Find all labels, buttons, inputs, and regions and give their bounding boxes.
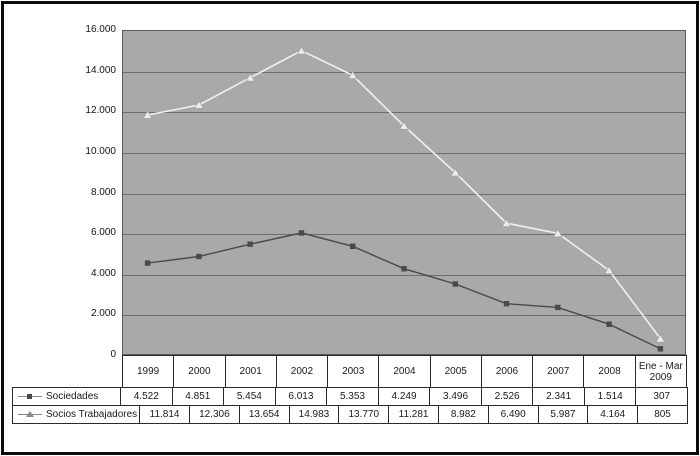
y-axis-tick-label: 12.000	[85, 105, 116, 117]
year-cell: 2008	[584, 356, 636, 387]
square-marker-icon	[144, 260, 151, 266]
triangle-marker-icon	[26, 411, 34, 417]
table-row: Sociedades 4.522 4.851 5.454 6.013 5.353 4.249…	[12, 387, 688, 406]
y-axis-tick-label: 2.000	[90, 308, 116, 320]
y-axis-tick-label: 10.000	[85, 145, 116, 157]
value-cell: 13.770	[339, 406, 390, 423]
y-axis-tick-label: 6.000	[90, 227, 116, 239]
triangle-marker-icon	[245, 73, 256, 82]
value-cell: 805	[654, 409, 671, 420]
value-cell: 1.514	[585, 388, 637, 405]
year-cell: 2003	[328, 356, 380, 387]
value-cell: 2.526	[482, 388, 534, 405]
gridline	[123, 193, 685, 195]
value-cell: 11.281	[389, 406, 439, 423]
value-cell: 6.013	[276, 388, 328, 405]
y-axis-tick-label: 14.000	[85, 64, 116, 76]
year-cell: 2001	[226, 356, 277, 387]
value-cell: 3.496	[430, 388, 482, 405]
year-header-row: 1999 2000 2001 2002 2003 2004 2005 2006 2007 2008…	[122, 355, 687, 388]
gridline	[123, 71, 685, 73]
triangle-marker-icon	[347, 70, 358, 80]
gridline	[123, 112, 685, 114]
gridline	[123, 234, 685, 236]
year-cell: 2007	[533, 356, 585, 387]
triangle-marker-icon	[655, 334, 666, 343]
y-axis-tick-label: 4.000	[90, 267, 116, 279]
value-cell: 307	[653, 391, 671, 402]
year-cell: 1999	[123, 356, 175, 387]
value-cell: 14.983	[290, 406, 340, 423]
triangle-marker-icon	[142, 110, 153, 119]
year-cell: 2005	[431, 356, 482, 387]
square-marker-icon	[555, 304, 561, 311]
series-svg	[142, 46, 666, 352]
year-cell: Ene - Mar 2009	[638, 360, 683, 383]
year-cell: 2000	[174, 356, 226, 387]
legend-cell: Socios Trabajadores	[13, 406, 141, 423]
square-marker-icon	[452, 281, 458, 287]
square-marker-icon	[350, 243, 356, 249]
triangle-marker-icon	[604, 265, 614, 275]
triangle-legend-key	[18, 410, 42, 419]
gridline	[123, 315, 685, 317]
gridline	[123, 274, 685, 276]
square-marker-icon	[401, 266, 407, 272]
year-cell: 2006	[482, 356, 534, 387]
triangle-marker-icon	[501, 218, 512, 227]
value-cell: 2.341	[533, 388, 585, 405]
triangle-marker-icon	[450, 168, 461, 177]
triangle-marker-icon	[399, 121, 409, 130]
square-legend-key	[18, 392, 42, 401]
plot-area	[122, 30, 686, 355]
value-cell: 4.249	[379, 388, 431, 405]
square-marker-icon	[657, 346, 664, 352]
value-cell: 5.353	[327, 388, 379, 405]
y-axis-tick-label: 8.000	[90, 186, 116, 198]
value-cell: 5.454	[224, 388, 276, 405]
triangle-marker-icon	[296, 46, 307, 55]
triangle-marker-icon	[194, 100, 204, 109]
square-marker-icon	[503, 301, 510, 307]
legend-label: Socios Trabajadores	[46, 409, 138, 420]
square-marker-icon	[247, 241, 253, 247]
gridline	[123, 152, 685, 154]
square-marker-icon	[298, 230, 305, 236]
series-line-sociedades	[147, 232, 661, 350]
year-cell: 2004	[379, 356, 431, 387]
value-cell: 13.654	[240, 406, 290, 423]
value-cell: 4.164	[588, 406, 639, 423]
y-axis-tick-label: 16.000	[85, 24, 116, 35]
legend-label: Sociedades	[46, 391, 99, 402]
series-line-socios-trabajadores	[147, 49, 662, 340]
square-marker-icon	[606, 321, 612, 327]
square-marker-icon	[27, 394, 32, 399]
value-cell: 12.306	[190, 406, 240, 423]
value-cell: 5.987	[539, 406, 589, 423]
value-cell: 6.490	[489, 406, 539, 423]
year-cell: 2002	[277, 356, 329, 387]
y-axis-tick-label: 0	[110, 349, 116, 360]
table-row: Socios Trabajadores 11.814 12.306 13.654 14.…	[12, 405, 688, 424]
triangle-marker-icon	[552, 228, 563, 238]
square-marker-icon	[196, 253, 202, 260]
value-cell: 8.982	[439, 406, 489, 423]
value-cell: 11.814	[140, 406, 190, 423]
value-cell: 4.851	[173, 388, 225, 405]
legend-cell: Sociedades	[13, 388, 121, 405]
value-cell: 4.522	[121, 388, 173, 405]
